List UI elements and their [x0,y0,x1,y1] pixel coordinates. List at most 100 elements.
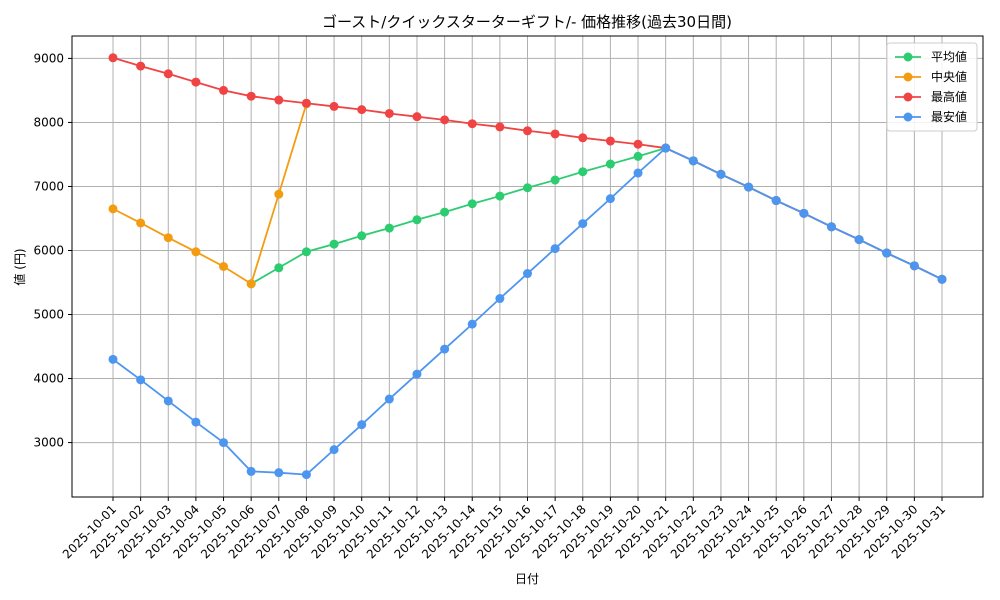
data-point [633,168,643,178]
legend-item: 平均値 [895,49,967,64]
legend-marker [903,92,913,102]
data-point [412,112,422,122]
data-point [301,470,311,480]
data-point [191,77,201,87]
data-point [329,101,339,111]
data-point [578,167,588,177]
data-point [578,219,588,229]
x-axis: 2025-10-012025-10-022025-10-032025-10-04… [60,497,948,561]
data-point [246,466,256,476]
data-point [523,126,532,136]
data-point [550,129,560,139]
legend-marker [903,72,913,82]
series-0 [246,143,947,289]
data-point [523,269,532,279]
data-point [274,95,284,105]
data-point [274,189,284,199]
data-point [440,207,450,217]
data-point [633,151,643,161]
data-point [771,196,781,206]
legend-item: 中央値 [895,69,967,84]
data-point [744,182,754,192]
series-layer [108,53,947,480]
data-point [467,319,477,329]
data-point [716,169,726,179]
data-point [108,53,118,63]
legend-label: 中央値 [931,69,967,84]
y-tick-label: 4000 [33,372,64,386]
data-point [136,218,146,228]
data-point [301,98,311,108]
data-point [191,417,201,427]
data-point [108,354,118,364]
y-tick-label: 9000 [33,51,64,65]
data-point [357,231,367,241]
data-point [633,139,643,149]
data-point [688,156,698,166]
data-point [495,122,505,132]
data-point [219,438,229,448]
series-3 [108,143,947,480]
data-point [799,208,809,218]
data-point [246,91,256,101]
data-point [357,105,367,115]
data-point [384,394,394,404]
data-point [826,222,836,232]
series-line [250,147,943,285]
data-point [136,61,146,71]
data-point [219,85,229,95]
legend-item: 最高値 [895,89,967,104]
data-point [163,396,173,406]
y-axis: 3000 4000 5000 6000 7000 8000 9000 [33,51,72,450]
y-tick-label: 6000 [33,243,64,257]
x-axis-label: 日付 [515,572,539,586]
y-tick-label: 8000 [33,115,64,129]
data-point [412,369,422,379]
data-point [523,183,532,193]
data-point [495,294,505,304]
data-point [937,274,947,284]
data-point [467,199,477,209]
y-tick-label: 7000 [33,179,64,193]
data-point [384,223,394,233]
data-point [412,215,422,225]
legend-marker [903,112,913,122]
series-1 [108,99,311,289]
data-point [219,262,229,271]
y-tick-label: 3000 [33,436,64,450]
data-point [329,239,339,249]
legend-label: 平均値 [931,49,967,64]
y-axis-label: 値 (円) [12,248,27,285]
grid [72,36,983,497]
data-point [440,344,450,354]
data-point [550,244,560,254]
data-point [882,248,892,258]
data-point [329,445,339,455]
data-point [163,69,173,79]
data-point [384,108,394,118]
data-point [605,159,615,169]
series-line [112,103,308,286]
legend-box [886,42,978,132]
data-point [357,420,367,430]
data-point [495,191,505,201]
data-point [274,468,284,478]
data-point [578,133,588,143]
data-point [605,194,615,204]
data-point [661,143,671,153]
data-point [246,279,256,289]
data-point [909,261,919,271]
data-point [467,119,477,129]
chart-title: ゴースト/クイックスターターギフト/- 価格推移(過去30日間) [322,13,732,31]
legend-marker [903,52,913,62]
data-point [605,136,615,146]
legend-item: 最安値 [895,109,967,124]
y-tick-label: 5000 [33,308,64,322]
legend-label: 最安値 [931,109,967,124]
data-point [191,247,201,257]
data-point [136,375,146,385]
data-point [301,247,311,257]
data-point [440,115,450,125]
